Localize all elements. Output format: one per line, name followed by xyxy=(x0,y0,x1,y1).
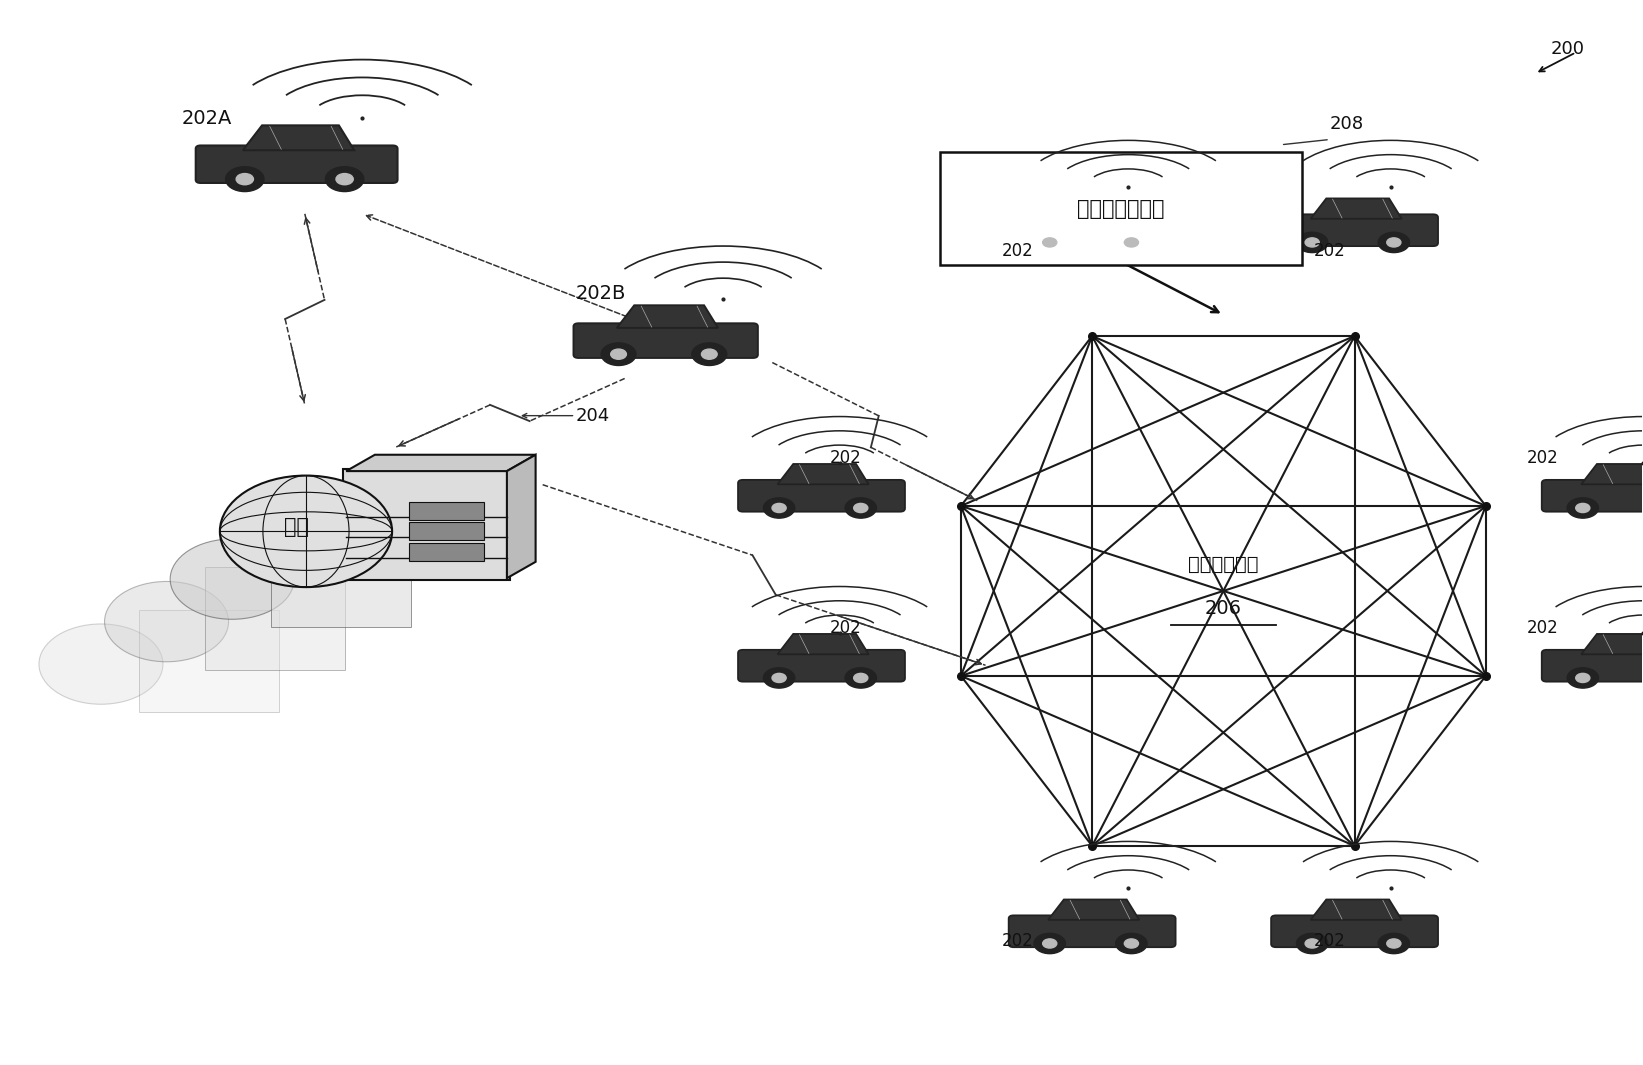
Polygon shape xyxy=(1048,198,1139,218)
Text: 208: 208 xyxy=(1329,115,1364,132)
Circle shape xyxy=(1576,673,1590,683)
Polygon shape xyxy=(1048,900,1139,920)
Circle shape xyxy=(105,581,228,661)
Circle shape xyxy=(237,174,253,184)
FancyBboxPatch shape xyxy=(1272,214,1438,246)
Text: 206: 206 xyxy=(1204,600,1242,619)
FancyBboxPatch shape xyxy=(409,522,485,540)
Circle shape xyxy=(325,167,363,192)
Text: 分布式分类账: 分布式分类账 xyxy=(1188,555,1259,574)
Circle shape xyxy=(1387,237,1401,247)
FancyBboxPatch shape xyxy=(140,609,279,712)
Polygon shape xyxy=(243,126,355,150)
Polygon shape xyxy=(1581,464,1643,485)
FancyBboxPatch shape xyxy=(738,650,905,682)
FancyBboxPatch shape xyxy=(1541,480,1643,511)
Text: 202: 202 xyxy=(1526,619,1559,637)
FancyBboxPatch shape xyxy=(573,324,757,358)
FancyBboxPatch shape xyxy=(409,543,485,561)
Circle shape xyxy=(1033,933,1065,953)
FancyBboxPatch shape xyxy=(271,525,411,627)
Polygon shape xyxy=(347,455,536,471)
Circle shape xyxy=(1567,497,1599,519)
FancyBboxPatch shape xyxy=(940,152,1303,265)
Circle shape xyxy=(845,668,876,688)
Polygon shape xyxy=(508,455,536,578)
Circle shape xyxy=(764,497,795,519)
Circle shape xyxy=(1296,933,1328,953)
Text: 202: 202 xyxy=(1313,933,1346,950)
Circle shape xyxy=(1576,504,1590,512)
Circle shape xyxy=(854,504,868,512)
Text: 202: 202 xyxy=(830,619,861,637)
Circle shape xyxy=(1116,933,1147,953)
Polygon shape xyxy=(777,634,869,654)
Circle shape xyxy=(1378,232,1410,252)
Text: 202: 202 xyxy=(1526,449,1559,468)
Circle shape xyxy=(772,673,785,683)
Text: 204: 204 xyxy=(575,407,610,425)
Text: 202: 202 xyxy=(1002,933,1033,950)
FancyBboxPatch shape xyxy=(1541,650,1643,682)
Circle shape xyxy=(171,539,294,619)
Text: 202: 202 xyxy=(1002,242,1033,260)
Circle shape xyxy=(1305,237,1319,247)
Circle shape xyxy=(601,343,636,365)
FancyBboxPatch shape xyxy=(409,502,485,520)
Polygon shape xyxy=(1311,198,1401,218)
Polygon shape xyxy=(777,464,869,485)
Circle shape xyxy=(1124,237,1139,247)
Text: 服务: 服务 xyxy=(284,518,309,537)
Circle shape xyxy=(702,349,716,359)
Circle shape xyxy=(1124,939,1139,948)
Circle shape xyxy=(1033,232,1065,252)
Circle shape xyxy=(1378,933,1410,953)
Circle shape xyxy=(225,167,265,192)
Circle shape xyxy=(692,343,726,365)
Text: 202: 202 xyxy=(1313,242,1346,260)
Circle shape xyxy=(220,476,393,587)
Text: 202B: 202B xyxy=(575,284,626,304)
FancyBboxPatch shape xyxy=(1009,916,1176,947)
Polygon shape xyxy=(1581,634,1643,654)
Circle shape xyxy=(1296,232,1328,252)
Text: 202A: 202A xyxy=(182,109,232,128)
Circle shape xyxy=(854,673,868,683)
FancyBboxPatch shape xyxy=(196,146,398,183)
Text: 200: 200 xyxy=(1551,40,1585,59)
Polygon shape xyxy=(616,306,718,328)
FancyBboxPatch shape xyxy=(1009,214,1176,246)
Circle shape xyxy=(1043,939,1056,948)
Circle shape xyxy=(39,624,163,704)
Circle shape xyxy=(1305,939,1319,948)
Text: 202: 202 xyxy=(830,449,861,468)
Circle shape xyxy=(335,174,353,184)
FancyBboxPatch shape xyxy=(1272,916,1438,947)
FancyBboxPatch shape xyxy=(343,469,511,580)
Circle shape xyxy=(1116,232,1147,252)
Circle shape xyxy=(772,504,785,512)
Circle shape xyxy=(611,349,626,359)
Circle shape xyxy=(1387,939,1401,948)
Circle shape xyxy=(764,668,795,688)
FancyBboxPatch shape xyxy=(738,480,905,511)
Circle shape xyxy=(1043,237,1056,247)
Polygon shape xyxy=(1311,900,1401,920)
FancyBboxPatch shape xyxy=(205,567,345,670)
Text: 经授权管理系统: 经授权管理系统 xyxy=(1078,198,1165,218)
Circle shape xyxy=(1567,668,1599,688)
Circle shape xyxy=(845,497,876,519)
